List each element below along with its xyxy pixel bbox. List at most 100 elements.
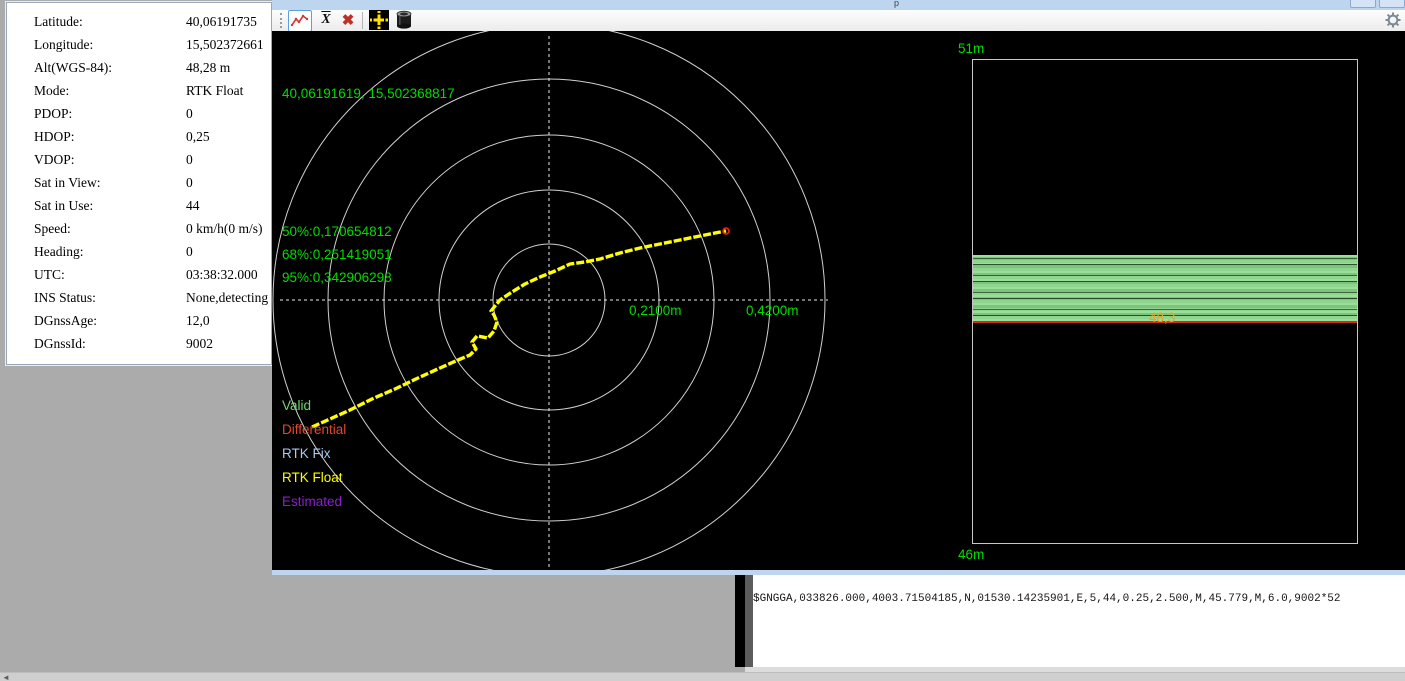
legend-item: Estimated bbox=[282, 494, 343, 509]
cep-line: 68%:0,251419051 bbox=[282, 247, 392, 262]
stat-label: Sat in Use: bbox=[34, 198, 94, 213]
stat-row: DGnssId: 9002 bbox=[7, 332, 271, 355]
window-bottom-border bbox=[272, 570, 1405, 575]
stat-value: 44 bbox=[186, 198, 200, 213]
stat-value: 9002 bbox=[186, 336, 213, 351]
stat-value: 12,0 bbox=[186, 313, 210, 328]
stat-value: 40,06191735 bbox=[186, 14, 257, 29]
stat-value: 15,502372661 bbox=[186, 37, 264, 52]
stat-value: 03:38:32.000 bbox=[186, 267, 258, 282]
alt-min-label: 46m bbox=[958, 547, 985, 562]
stat-row: Longitude: 15,502372661 bbox=[7, 33, 271, 56]
stat-row: VDOP: 0 bbox=[7, 148, 271, 171]
stat-value: 48,28 m bbox=[186, 60, 231, 75]
stat-value: 0 bbox=[186, 152, 193, 167]
altitude-plot[interactable]: 48,3 bbox=[972, 59, 1358, 544]
stat-label: VDOP: bbox=[34, 152, 75, 167]
stat-label: DGnssId: bbox=[34, 336, 86, 351]
cep-line: 50%:0,170654812 bbox=[282, 224, 392, 239]
stat-row: Mode: RTK Float bbox=[7, 79, 271, 102]
stat-label: Latitude: bbox=[34, 14, 83, 29]
nmea-console[interactable]: $GNGGA,033826.000,4003.71504185,N,01530.… bbox=[753, 575, 1405, 667]
crosshair-icon bbox=[369, 10, 389, 30]
stat-row: Sat in Use: 44 bbox=[7, 194, 271, 217]
mean-statistics-button[interactable]: X bbox=[316, 10, 336, 30]
horizontal-scrollbar[interactable]: ◄ bbox=[0, 672, 1405, 681]
settings-gear-button[interactable] bbox=[1384, 10, 1402, 30]
stat-label: Alt(WGS-84): bbox=[34, 60, 112, 75]
reference-coords: 40,06191619, 15,502368817 bbox=[282, 86, 455, 101]
nmea-panel-edge bbox=[735, 575, 745, 667]
cep-lines: 50%:0,170654812 68%:0,251419051 95%:0,3429… bbox=[282, 151, 455, 289]
stat-label: DGnssAge: bbox=[34, 313, 97, 328]
window-button-icon[interactable] bbox=[1379, 0, 1405, 8]
stat-label: UTC: bbox=[34, 267, 65, 282]
stat-row: Latitude: 40,06191735 bbox=[7, 10, 271, 33]
legend-item: Valid bbox=[282, 398, 312, 413]
stat-row: UTC: 03:38:32.000 bbox=[7, 263, 271, 286]
altitude-history-band bbox=[973, 255, 1357, 322]
stat-value: None,detecting bbox=[186, 290, 269, 305]
ring-label-outer: 0,4200m bbox=[746, 303, 799, 318]
stats-rows: Latitude: 40,06191735 Longitude: 15,5023… bbox=[7, 10, 271, 355]
position-track bbox=[311, 229, 727, 429]
fix-mode-legend: Valid Differential RTK Fix RTK Float Est… bbox=[282, 394, 346, 514]
accuracy-readout: 40,06191619, 15,502368817 50%:0,17065481… bbox=[282, 36, 455, 335]
stat-value: 0 bbox=[186, 244, 193, 259]
stat-label: Longitude: bbox=[34, 37, 94, 52]
current-position-marker bbox=[722, 227, 730, 235]
toolbar-separator bbox=[362, 12, 363, 29]
barrel-icon bbox=[396, 10, 412, 29]
window-button-icon[interactable] bbox=[1350, 0, 1376, 8]
stat-label: INS Status: bbox=[34, 290, 96, 305]
legend-item: RTK Fix bbox=[282, 446, 331, 461]
stat-row: PDOP: 0 bbox=[7, 102, 271, 125]
center-view-button[interactable] bbox=[369, 10, 389, 30]
line-chart-icon bbox=[290, 14, 309, 27]
toolbar-drag-handle[interactable] bbox=[280, 13, 282, 28]
nmea-panel-bottom bbox=[745, 667, 1405, 672]
stat-value: 0,25 bbox=[186, 129, 210, 144]
stat-value: 0 km/h(0 m/s) bbox=[186, 221, 263, 236]
stat-label: Speed: bbox=[34, 221, 71, 236]
stat-row: DGnssAge: 12,0 bbox=[7, 309, 271, 332]
scroll-left-arrow-icon[interactable]: ◄ bbox=[2, 673, 10, 681]
stat-row: Alt(WGS-84): 48,28 m bbox=[7, 56, 271, 79]
stat-label: Sat in View: bbox=[34, 175, 101, 190]
ring-label-inner: 0,2100m bbox=[629, 303, 682, 318]
legend-item: RTK Float bbox=[282, 470, 343, 485]
stat-label: Heading: bbox=[34, 244, 84, 259]
alt-max-label: 51m bbox=[958, 41, 985, 56]
stat-label: PDOP: bbox=[34, 106, 73, 121]
xbar-icon: X bbox=[321, 12, 331, 27]
plot-area[interactable]: 40,06191619, 15,502368817 50%:0,17065481… bbox=[272, 31, 1405, 570]
stat-value: 0 bbox=[186, 106, 193, 121]
stat-row: HDOP: 0,25 bbox=[7, 125, 271, 148]
stat-row: Speed: 0 km/h(0 m/s) bbox=[7, 217, 271, 240]
stat-label: Mode: bbox=[34, 83, 70, 98]
current-altitude-value: 48,3 bbox=[1149, 310, 1176, 325]
red-x-icon: ✖ bbox=[341, 12, 355, 29]
stat-label: HDOP: bbox=[34, 129, 75, 144]
nmea-lines: $GNGGA,033827.000,4003.71504190,N,01530.… bbox=[753, 633, 1405, 667]
legend-item: Differential bbox=[282, 422, 347, 437]
clear-plot-button[interactable]: ✖ bbox=[338, 10, 358, 30]
gear-icon bbox=[1385, 12, 1401, 28]
position-stats-panel: Latitude: 40,06191735 Longitude: 15,5023… bbox=[6, 2, 272, 365]
stat-value: 0 bbox=[186, 175, 193, 190]
plot-toolbar: X ✖ bbox=[272, 10, 1405, 32]
title-text-remnant: p bbox=[894, 0, 900, 8]
stat-value: RTK Float bbox=[186, 83, 244, 98]
window-titlebar-strip[interactable]: p bbox=[272, 0, 1405, 10]
nmea-vertical-scrollbar[interactable] bbox=[745, 575, 753, 667]
cep-line: 95%:0,342906298 bbox=[282, 270, 392, 285]
stat-row: Sat in View: 0 bbox=[7, 171, 271, 194]
trajectory-plot-button[interactable] bbox=[288, 10, 312, 32]
stat-row: Heading: 0 bbox=[7, 240, 271, 263]
polar-deviation-plot[interactable] bbox=[272, 31, 1405, 570]
current-altitude-line bbox=[973, 321, 1357, 323]
clear-data-button[interactable] bbox=[395, 10, 413, 30]
stat-row: INS Status: None,detecting bbox=[7, 286, 271, 309]
nmea-line-clipped: $GNGGA,033826.000,4003.71504185,N,01530.… bbox=[753, 592, 1341, 605]
